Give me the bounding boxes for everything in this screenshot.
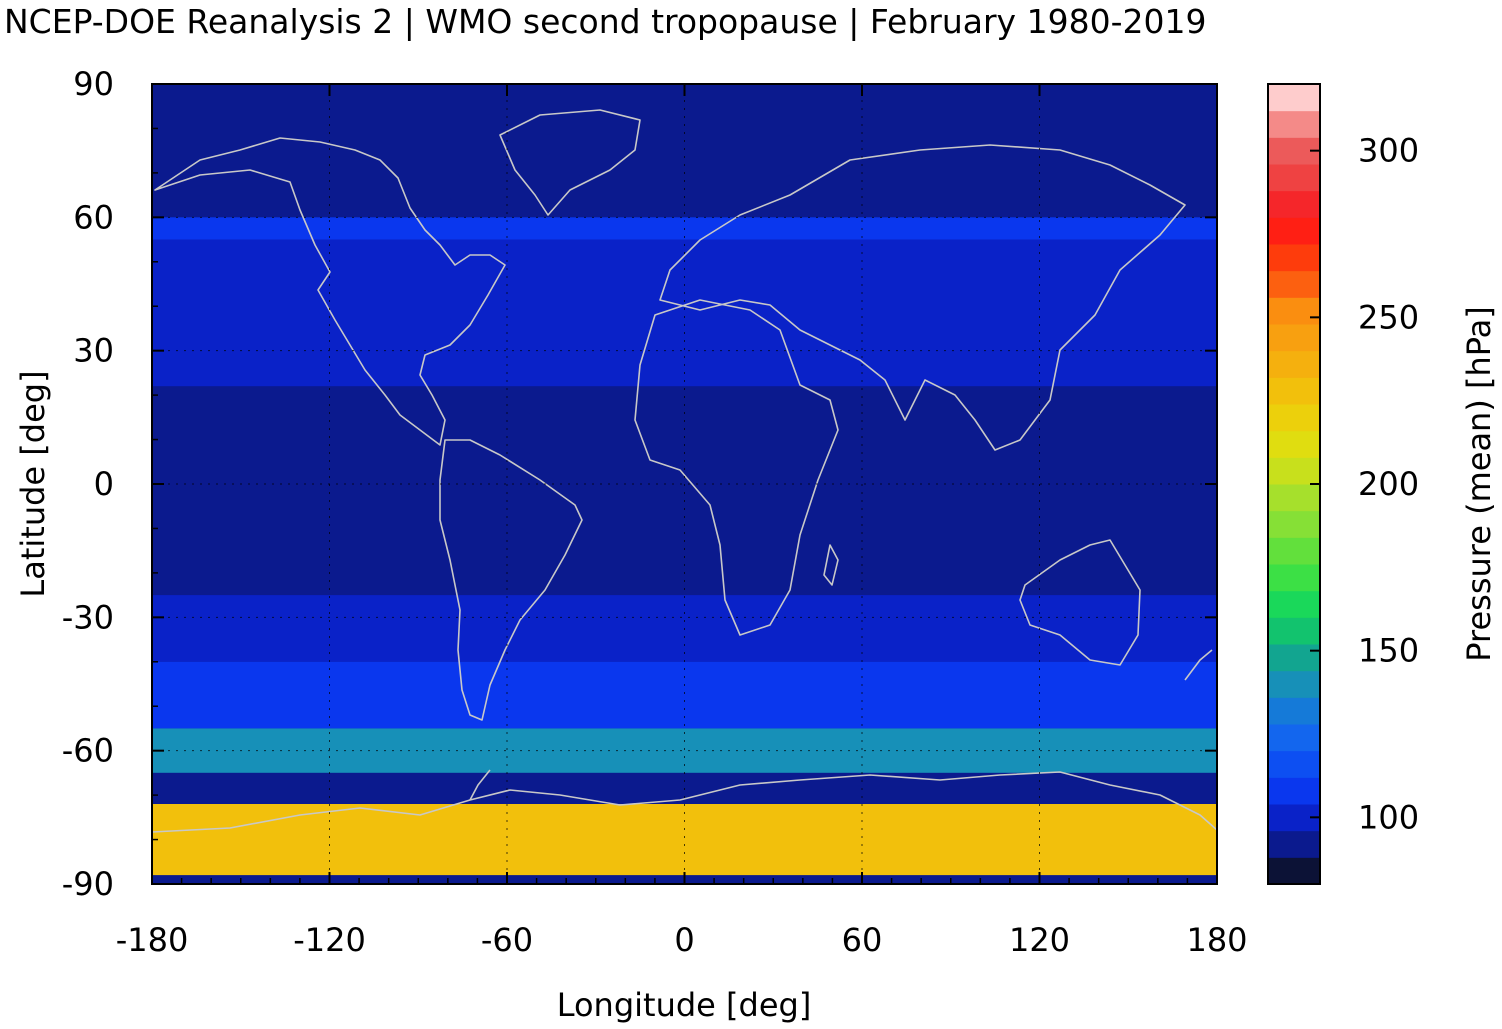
colorbar-swatch (1268, 617, 1320, 645)
colorbar-swatch (1268, 457, 1320, 485)
colorbar-label: Pressure (mean) [hPa] (1460, 306, 1498, 661)
grid-lines (152, 84, 1217, 884)
colorbar-swatch (1268, 84, 1320, 112)
colorbar-swatch (1268, 190, 1320, 218)
coastline-antarctic-peninsula (469, 769, 491, 801)
colorbar-swatch (1268, 564, 1320, 592)
colorbar-swatch (1268, 270, 1320, 298)
y-axis-label: Latitude [deg] (14, 370, 52, 597)
colorbar-swatch (1268, 830, 1320, 858)
colorbar-swatch (1268, 724, 1320, 752)
heatmap-cell-0 (152, 386, 1217, 596)
y-tick-label: 60 (73, 198, 114, 236)
colorbar-swatch (1268, 777, 1320, 805)
y-tick-label: 0 (94, 465, 114, 503)
colorbar-tick-label: 200 (1358, 465, 1419, 503)
heatmap-cell-3 (152, 84, 1217, 218)
coastline-north-america (154, 137, 506, 446)
colorbar-swatch (1268, 750, 1320, 778)
y-tick-label: -90 (62, 865, 114, 903)
coastline-madagascar (823, 544, 839, 586)
colorbar-swatch (1268, 510, 1320, 538)
coastline-africa (634, 299, 839, 636)
y-tick-label: -60 (62, 732, 114, 770)
colorbar-swatch (1268, 697, 1320, 725)
x-tick-label: 180 (1186, 921, 1247, 959)
x-tick-label: 0 (674, 921, 694, 959)
colorbar-swatch (1268, 350, 1320, 378)
colorbar-swatch (1268, 110, 1320, 138)
heatmap-cell-5 (152, 661, 1217, 729)
colorbar-swatch (1268, 857, 1320, 885)
coastline-new-zealand (1184, 649, 1213, 681)
colorbar-tick-label: 250 (1358, 298, 1419, 336)
coastline-australia (1019, 539, 1141, 666)
x-tick-label: -180 (116, 921, 189, 959)
colorbar-swatch (1268, 297, 1320, 325)
colorbar-tick-label: 150 (1358, 632, 1419, 670)
heatmap-cell-1 (152, 239, 1217, 387)
coastline-antarctica (151, 771, 1218, 833)
colorbar-swatch (1268, 670, 1320, 698)
x-axis-label: Longitude [deg] (557, 986, 812, 1024)
colorbar-swatch (1268, 377, 1320, 405)
colorbar-swatch (1268, 164, 1320, 192)
colorbar-swatch (1268, 590, 1320, 618)
colorbar-swatch (1268, 484, 1320, 512)
colorbar-swatch (1268, 217, 1320, 245)
y-tick-label: 30 (73, 332, 114, 370)
colorbar-swatch (1268, 324, 1320, 352)
colorbar-tick-label: 100 (1358, 798, 1419, 836)
x-tick-label: -60 (481, 921, 533, 959)
x-tick-label: -120 (293, 921, 366, 959)
x-tick-label: 60 (842, 921, 883, 959)
colorbar-swatch (1268, 430, 1320, 458)
colorbar: 100 150 200 250 300 (1267, 83, 1419, 885)
colorbar-swatch (1268, 404, 1320, 432)
colorbar-tick-label: 300 (1358, 132, 1419, 170)
coastline-eurasia (659, 144, 1186, 451)
colorbar-swatch (1268, 537, 1320, 565)
y-tick-label: 90 (73, 65, 114, 103)
y-tick-label: -30 (62, 598, 114, 636)
coastline-greenland (499, 109, 641, 216)
heatmap-cell-9 (152, 804, 1217, 876)
axis-ticks: -180 -120 -60 0 60 120 180 90 60 30 0 -30 -60 -90 (62, 65, 1248, 959)
coastlines (151, 109, 1218, 833)
colorbar-swatch (1268, 244, 1320, 272)
colorbar-swatch (1268, 644, 1320, 672)
x-tick-label: 120 (1009, 921, 1070, 959)
chart-title: NCEP-DOE Reanalysis 2 | WMO second tropo… (4, 2, 1207, 41)
